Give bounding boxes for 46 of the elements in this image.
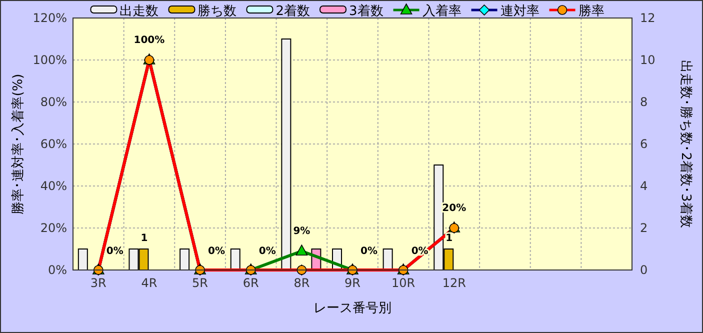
bar — [180, 248, 190, 270]
x-tick-label: 9R — [344, 276, 360, 290]
y2-tick-label: 0 — [640, 263, 648, 277]
y-tick-label: 80% — [40, 95, 67, 109]
data-label: 0% — [106, 246, 124, 257]
y-axis-title: 勝率･連対率･入着率(%) — [10, 74, 26, 214]
y-tick-label: 40% — [40, 179, 67, 193]
legend-label: 入着率 — [422, 3, 462, 19]
y2-tick-label: 2 — [640, 221, 648, 235]
y-tick-label: 120% — [32, 11, 67, 25]
data-label: 0% — [258, 246, 276, 257]
y-tick-label: 20% — [40, 221, 67, 235]
data-label: 1 — [446, 233, 453, 244]
x-tick-label: 4R — [141, 276, 158, 290]
data-label: 9% — [293, 226, 310, 238]
x-axis-title: レース番号別 — [314, 301, 392, 316]
legend-label: 勝率 — [578, 3, 604, 19]
point — [296, 244, 308, 256]
y-tick-label: 60% — [40, 137, 67, 151]
y2-tick-label: 8 — [640, 95, 648, 109]
bar — [382, 248, 393, 270]
legend-label: 勝ち数 — [198, 4, 237, 19]
bar — [78, 248, 88, 270]
data-label: 100% — [134, 35, 165, 46]
legend-label: 3着数 — [349, 3, 384, 19]
legend-label: 出走数 — [120, 4, 159, 19]
y2-tick-label: 4 — [640, 179, 648, 193]
x-tick-label: 6R — [242, 276, 259, 290]
x-tick-label: 12R — [442, 276, 466, 290]
y2-tick-label: 10 — [640, 53, 656, 67]
legend-label: 連対率 — [500, 3, 540, 19]
bar — [230, 248, 240, 270]
data-label: 0% — [208, 246, 226, 257]
y-tick-label: 100% — [32, 53, 67, 67]
x-tick-label: 8R — [294, 276, 310, 290]
y-tick-label: 0% — [48, 263, 67, 277]
y2-tick-label: 12 — [640, 11, 656, 25]
y2-axis-title: 出走数･勝ち数･2着数･3着数 — [678, 60, 694, 228]
x-tick-label: 10R — [392, 276, 416, 290]
x-tick-label: 5R — [192, 276, 208, 290]
data-label: 1 — [140, 233, 148, 244]
legend-label: 2着数 — [276, 3, 310, 19]
bar — [281, 38, 292, 270]
data-label: 0% — [360, 246, 378, 257]
x-tick-label: 3R — [90, 276, 106, 290]
y2-tick-label: 6 — [640, 137, 648, 151]
